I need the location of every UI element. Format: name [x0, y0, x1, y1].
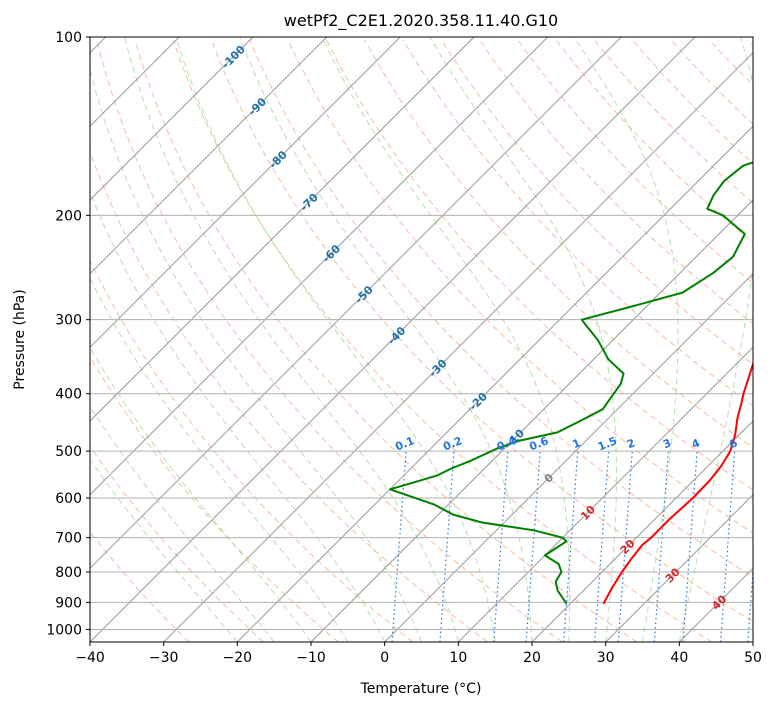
moist-adiabat-line [573, 37, 679, 642]
plot-area: -100-90-80-70-60-50-40-30-20-10010203040… [90, 37, 753, 642]
y-tick-label: 400 [55, 387, 82, 403]
isotherm-line [163, 51, 753, 642]
isobars [90, 37, 753, 630]
x-tick-label: 10 [449, 650, 467, 666]
isotherm-line [236, 125, 753, 642]
dry-adiabat-line [555, 39, 753, 244]
isotherm-line [90, 37, 328, 275]
isotherm-line [90, 37, 623, 570]
mixing-ratio-label: 3 [661, 436, 673, 451]
mixing-ratio-line [563, 451, 579, 642]
y-tick-label: 300 [55, 313, 82, 329]
isotherm-line [90, 37, 254, 201]
x-tick-label: −40 [75, 650, 105, 666]
x-tick-label: −10 [296, 650, 326, 666]
y-axis-label: Pressure (hPa) [12, 289, 28, 389]
mixing-ratio-label: 1 [570, 436, 582, 451]
profile-line [389, 161, 753, 605]
moist-adiabat-line [90, 67, 422, 642]
moist-adiabat-line [90, 458, 238, 642]
y-tick-label: 100 [55, 30, 82, 46]
dry-adiabats [90, 39, 753, 642]
moist-adiabat-line [429, 37, 617, 642]
isotherm-line [90, 37, 696, 642]
dry-adiabat-line [440, 39, 753, 366]
moist-adiabat-line [321, 37, 571, 642]
moist-adiabat-line [90, 190, 386, 642]
x-axis-label: Temperature (°C) [360, 681, 482, 697]
moist-adiabat-line [90, 277, 349, 642]
y-axis-ticks: 100 200 300 400 500 600 700 800 900 1000 [46, 30, 90, 638]
isotherm-line [90, 37, 549, 496]
dry-adiabat-line [249, 39, 753, 578]
dry-adiabat-line [90, 259, 414, 642]
x-tick-label: 50 [744, 650, 762, 666]
profile-series [389, 161, 753, 605]
mixing-ratio-line [594, 451, 610, 642]
mixing-ratio-line [682, 451, 698, 642]
mixing-ratio-line [617, 451, 633, 642]
dry-adiabat-line [90, 445, 264, 642]
dry-adiabat-line [90, 531, 190, 642]
dry-adiabat-line [172, 39, 712, 642]
dry-adiabat-line [287, 39, 753, 534]
isotherm-line [605, 493, 753, 642]
isotherm-line [90, 37, 475, 422]
mixing-ratio-label: 2 [625, 436, 637, 451]
mixing-ratio-line [653, 451, 669, 642]
isotherms [90, 37, 753, 642]
moist-adiabat-line [90, 405, 275, 642]
plot-frame [89, 36, 754, 643]
mixing-ratio-line [493, 451, 509, 642]
x-tick-label: −30 [149, 650, 179, 666]
x-tick-label: −20 [223, 650, 253, 666]
moist-adiabat-line [678, 37, 753, 642]
moist-adiabat-line [175, 37, 496, 642]
dry-adiabat-line [479, 39, 753, 325]
y-tick-label: 700 [55, 531, 82, 547]
y-tick-label: 500 [55, 444, 82, 460]
dry-adiabat-line [364, 39, 753, 449]
y-tick-label: 200 [55, 208, 82, 224]
profile-line [602, 361, 753, 605]
x-tick-label: 40 [670, 650, 688, 666]
mixing-ratio-line [391, 451, 407, 642]
moist-adiabat-line [124, 37, 459, 642]
moist-adiabat-line [239, 37, 533, 642]
isotherm-line [531, 420, 753, 642]
x-tick-label: 30 [597, 650, 615, 666]
mixing-ratio-line [720, 451, 736, 642]
dry-adiabat-line [134, 39, 638, 642]
x-tick-label: 0 [380, 650, 389, 666]
dry-adiabat-line [594, 39, 753, 204]
mixing-ratio-line [747, 563, 753, 642]
y-tick-label: 900 [55, 595, 82, 611]
plot-background [90, 37, 753, 642]
x-axis-ticks: −40 −30 −20 −10 0 10 20 30 40 50 [75, 642, 762, 666]
mixing-ratio-line [525, 451, 541, 642]
isotherm-line [90, 37, 402, 349]
mixing-ratio-lines [391, 451, 753, 642]
x-tick-label: 20 [523, 650, 541, 666]
chart-title: wetPf2_C2E1.2020.358.11.40.G10 [284, 11, 558, 31]
dry-adiabat-line [325, 39, 753, 491]
y-tick-label: 800 [55, 565, 82, 581]
y-tick-label: 600 [55, 491, 82, 507]
isotherm-line [90, 37, 181, 128]
y-tick-label: 1000 [46, 622, 82, 638]
isotherm-line [457, 346, 753, 642]
isotherm-line [310, 199, 753, 642]
mixing-ratio-line [439, 451, 455, 642]
dry-adiabat-line [96, 39, 563, 642]
